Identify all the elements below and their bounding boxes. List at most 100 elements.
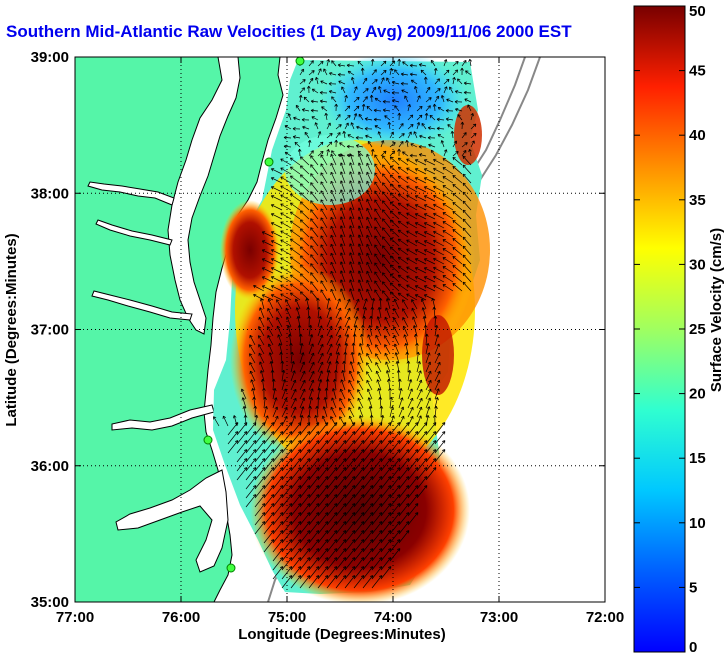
velocity-arrow bbox=[326, 325, 333, 337]
velocity-arrow bbox=[407, 512, 419, 526]
velocity-arrow bbox=[328, 89, 337, 94]
velocity-arrow bbox=[267, 298, 274, 310]
velocity-arrow bbox=[407, 397, 414, 409]
velocity-arrow bbox=[407, 131, 412, 139]
velocity-arrow bbox=[270, 222, 283, 229]
velocity-arrow bbox=[236, 467, 248, 481]
velocity-arrow bbox=[308, 449, 320, 463]
velocity-arrow bbox=[290, 397, 297, 409]
velocity-arrow bbox=[222, 415, 229, 427]
velocity-arrow bbox=[299, 575, 311, 589]
velocity-arrow bbox=[245, 494, 257, 508]
velocity-arrow bbox=[380, 140, 385, 148]
velocity-arrow bbox=[317, 521, 329, 535]
velocity-arrow bbox=[270, 168, 283, 175]
colorbar-tick-label: 5 bbox=[689, 579, 697, 596]
velocity-arrow bbox=[433, 266, 445, 274]
velocity-arrow bbox=[414, 294, 427, 301]
velocity-arrow bbox=[310, 272, 319, 283]
velocity-arrow bbox=[339, 171, 346, 184]
velocity-arrow bbox=[442, 167, 454, 175]
velocity-arrow bbox=[263, 485, 275, 499]
velocity-arrow bbox=[362, 449, 374, 463]
colorbar-tick-label: 50 bbox=[689, 3, 706, 20]
velocity-arrow bbox=[254, 521, 266, 535]
chesapeake-bay bbox=[167, 57, 241, 335]
velocity-arrow bbox=[414, 85, 418, 94]
velocity-arrow bbox=[311, 88, 319, 94]
velocity-arrow bbox=[261, 294, 274, 301]
velocity-arrow bbox=[425, 342, 430, 355]
velocity-arrow bbox=[366, 198, 373, 211]
velocity-arrow bbox=[320, 262, 328, 274]
velocity-arrow bbox=[259, 298, 265, 310]
velocity-arrow bbox=[299, 458, 311, 472]
velocity-arrow bbox=[380, 548, 392, 562]
velocity-arrow bbox=[368, 325, 373, 337]
velocity-arrow bbox=[308, 388, 314, 400]
y-tick-label: 37:00 bbox=[31, 322, 69, 339]
velocity-arrow bbox=[326, 485, 338, 499]
velocity-arrow bbox=[389, 396, 393, 409]
velocity-arrow bbox=[245, 476, 257, 490]
velocity-arrow bbox=[423, 177, 436, 184]
velocity-arrow bbox=[397, 292, 409, 301]
velocity-arrow bbox=[320, 172, 328, 184]
velocity-arrow bbox=[406, 221, 418, 229]
velocity-arrow bbox=[462, 164, 472, 175]
velocity-arrow bbox=[344, 503, 356, 517]
velocity-arrow bbox=[335, 512, 347, 526]
velocity-arrow bbox=[433, 167, 445, 175]
velocity-arrow bbox=[299, 566, 311, 580]
velocity-arrow bbox=[442, 194, 454, 202]
velocity-arrow bbox=[299, 273, 310, 283]
velocity-arrow bbox=[303, 96, 310, 103]
velocity-arrow bbox=[362, 503, 374, 517]
velocity-arrow bbox=[407, 406, 414, 418]
velocity-arrow bbox=[423, 249, 436, 256]
velocity-arrow bbox=[326, 352, 333, 364]
colorbar-tick-label: 20 bbox=[689, 386, 706, 403]
velocity-arrow bbox=[299, 210, 310, 220]
velocity-arrow bbox=[339, 207, 346, 220]
velocity-arrow bbox=[360, 67, 365, 76]
velocity-arrow bbox=[263, 503, 275, 517]
velocity-arrow bbox=[407, 476, 419, 490]
velocity-arrow bbox=[374, 271, 382, 283]
velocity-arrow bbox=[425, 467, 437, 481]
velocity-arrow bbox=[252, 396, 256, 409]
velocity-arrow bbox=[457, 114, 463, 121]
velocity-arrow bbox=[442, 212, 454, 220]
velocity-arrow bbox=[290, 548, 302, 562]
velocity-arrow bbox=[317, 467, 329, 481]
velocity-arrow bbox=[349, 153, 355, 166]
velocity-arrow bbox=[434, 397, 439, 409]
velocity-arrow bbox=[308, 70, 315, 76]
velocity-arrow bbox=[263, 440, 275, 454]
velocity-arrow bbox=[344, 566, 356, 580]
velocity-arrow bbox=[271, 378, 276, 391]
velocity-arrow bbox=[357, 279, 364, 292]
velocity-arrow bbox=[389, 521, 401, 535]
velocity-arrow bbox=[376, 379, 382, 391]
velocity-arrow bbox=[297, 324, 302, 337]
velocity-arrow bbox=[406, 275, 418, 283]
velocity-arrow bbox=[236, 431, 248, 445]
velocity-arrow bbox=[353, 557, 365, 571]
velocity-arrow bbox=[366, 207, 373, 220]
velocity-arrow bbox=[349, 270, 355, 283]
velocity-arrow bbox=[280, 221, 292, 229]
velocity-arrow bbox=[462, 218, 472, 229]
velocity-arrow bbox=[320, 244, 328, 256]
velocity-arrow bbox=[440, 140, 445, 148]
velocity-arrow bbox=[425, 370, 432, 382]
velocity-arrow bbox=[380, 150, 387, 157]
velocity-arrow bbox=[299, 467, 311, 481]
velocity-arrow bbox=[433, 176, 445, 184]
velocity-arrow bbox=[462, 254, 472, 265]
velocity-arrow bbox=[270, 204, 283, 211]
velocity-arrow bbox=[452, 165, 463, 175]
velocity-arrow bbox=[429, 114, 436, 121]
velocity-arrow bbox=[357, 270, 364, 283]
velocity-arrow bbox=[270, 294, 283, 301]
